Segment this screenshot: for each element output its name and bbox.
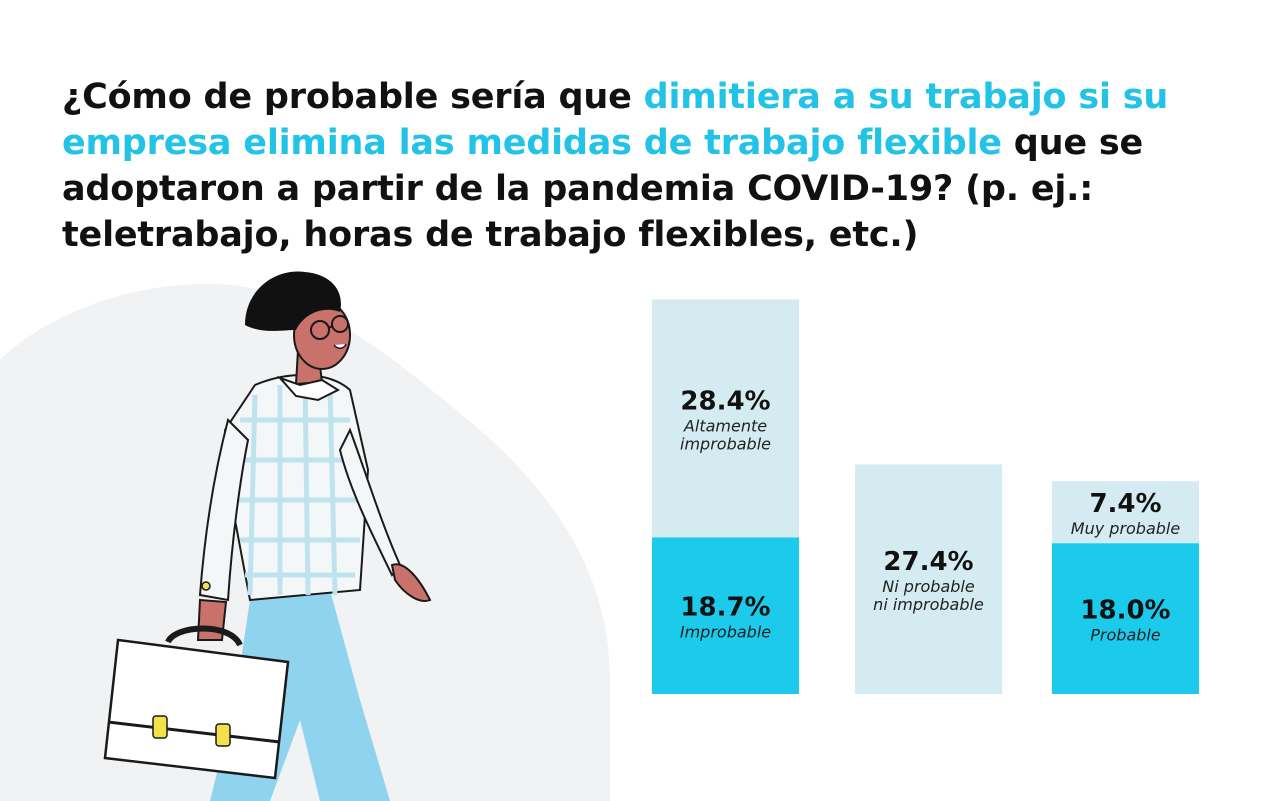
- bar-segment-3-2: [1052, 481, 1199, 544]
- bar-segment-1-1: [652, 537, 799, 694]
- value-label: 28.4%: [680, 386, 770, 416]
- briefcase-icon: [103, 638, 290, 780]
- bar-segment-2-1: [855, 464, 1002, 694]
- bar-segment-1-2: [652, 299, 799, 538]
- hair: [245, 271, 341, 331]
- category-label: Improbable: [680, 623, 771, 642]
- cufflink: [201, 581, 211, 591]
- right-hand: [390, 563, 432, 602]
- bar-segment-3-1: [1052, 543, 1199, 694]
- value-label: 18.7%: [680, 593, 770, 623]
- value-label: 18.0%: [1080, 596, 1170, 626]
- category-label: Muy probable: [1071, 519, 1181, 538]
- walking-man-illustration: [0, 271, 610, 801]
- collar: [276, 375, 341, 402]
- title-part-2: que se adoptaron a partir de la pandemia…: [62, 123, 1144, 255]
- glasses-icon: [310, 315, 349, 340]
- category-label: ni improbable: [873, 595, 984, 614]
- category-label: improbable: [680, 434, 771, 453]
- smile: [333, 343, 347, 349]
- shirt-check-pattern: [236, 379, 360, 596]
- briefcase-handle: [165, 625, 243, 647]
- chart-bars: [652, 299, 1199, 694]
- left-arm: [198, 418, 250, 602]
- title-part-1: ¿Cómo de probable sería que: [62, 77, 644, 117]
- category-label: Ni probable: [882, 577, 975, 596]
- category-label: Altamente: [683, 416, 767, 435]
- category-label: Probable: [1090, 626, 1161, 645]
- chart-title: ¿Cómo de probable sería que dimitiera a …: [62, 74, 1242, 258]
- value-label: 7.4%: [1089, 489, 1161, 519]
- value-label: 27.4%: [883, 547, 973, 577]
- title-highlight: dimitiera a su trabajo si su empresa eli…: [62, 77, 1169, 163]
